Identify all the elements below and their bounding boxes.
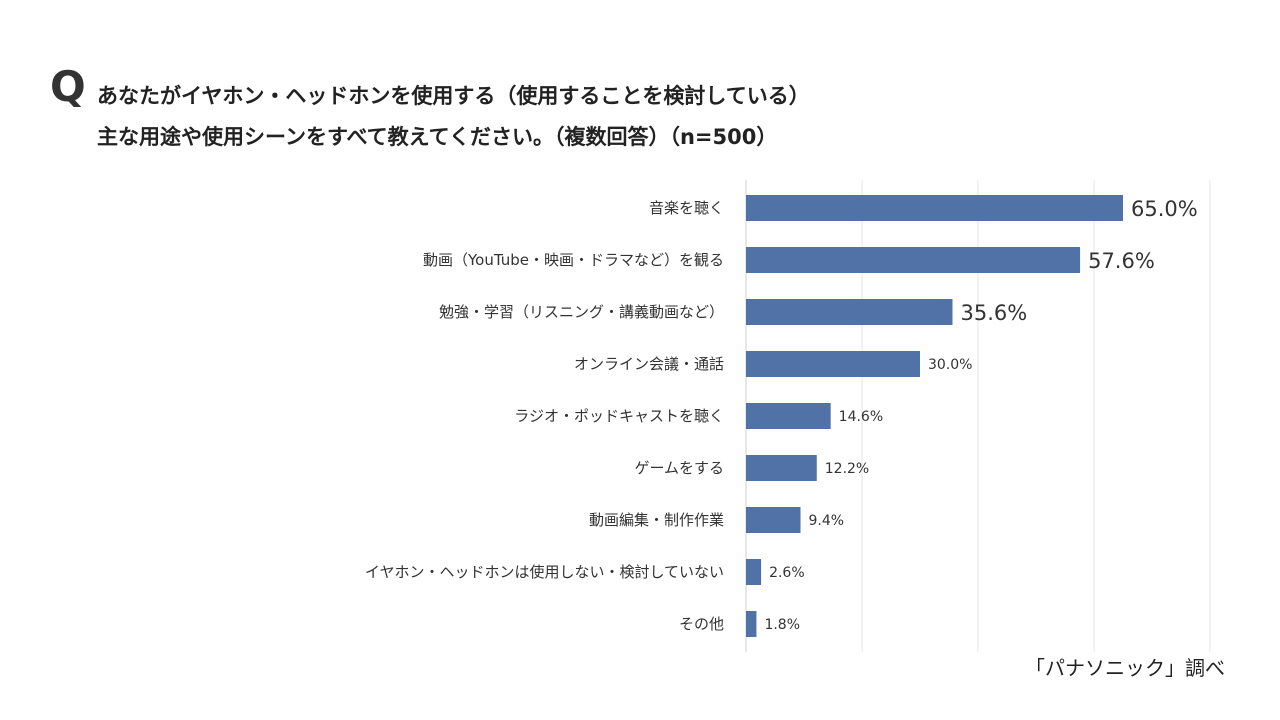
bar bbox=[746, 507, 801, 533]
data-label: 30.0% bbox=[928, 357, 972, 373]
data-label: 14.6% bbox=[839, 409, 883, 425]
source-note: 「パナソニック」調べ bbox=[1025, 656, 1225, 680]
category-label: 動画編集・制作作業 bbox=[589, 511, 724, 529]
bar bbox=[746, 403, 831, 429]
data-label: 1.8% bbox=[764, 617, 800, 633]
category-label: ゲームをする bbox=[634, 459, 724, 477]
chart-title-line-2: 主な用途や使用シーンをすべて教えてください。（複数回答）（n=500） bbox=[97, 125, 778, 149]
data-label: 12.2% bbox=[825, 461, 869, 477]
category-label: その他 bbox=[679, 615, 724, 633]
category-label: ラジオ・ポッドキャストを聴く bbox=[514, 407, 724, 425]
bar bbox=[746, 299, 953, 325]
bar bbox=[746, 455, 817, 481]
data-label: 57.6% bbox=[1088, 249, 1155, 273]
bar bbox=[746, 247, 1081, 273]
category-label: 勉強・学習（リスニング・講義動画など） bbox=[439, 303, 724, 321]
bar bbox=[746, 611, 757, 637]
question-mark: Q bbox=[50, 62, 86, 111]
data-label: 65.0% bbox=[1131, 197, 1198, 221]
bar bbox=[746, 351, 920, 377]
chart-title-line-1: あなたがイヤホン・ヘッドホンを使用する（使用することを検討している） bbox=[97, 84, 810, 108]
bar bbox=[746, 559, 762, 585]
category-label: 音楽を聴く bbox=[649, 199, 724, 217]
category-label: 動画（YouTube・映画・ドラマなど）を観る bbox=[423, 251, 724, 269]
category-label: イヤホン・ヘッドホンは使用しない・検討していない bbox=[365, 563, 724, 581]
data-label: 2.6% bbox=[769, 565, 805, 581]
data-label: 9.4% bbox=[809, 513, 845, 529]
data-label: 35.6% bbox=[960, 301, 1027, 325]
bar bbox=[746, 195, 1123, 221]
category-label: オンライン会議・通話 bbox=[574, 355, 724, 373]
